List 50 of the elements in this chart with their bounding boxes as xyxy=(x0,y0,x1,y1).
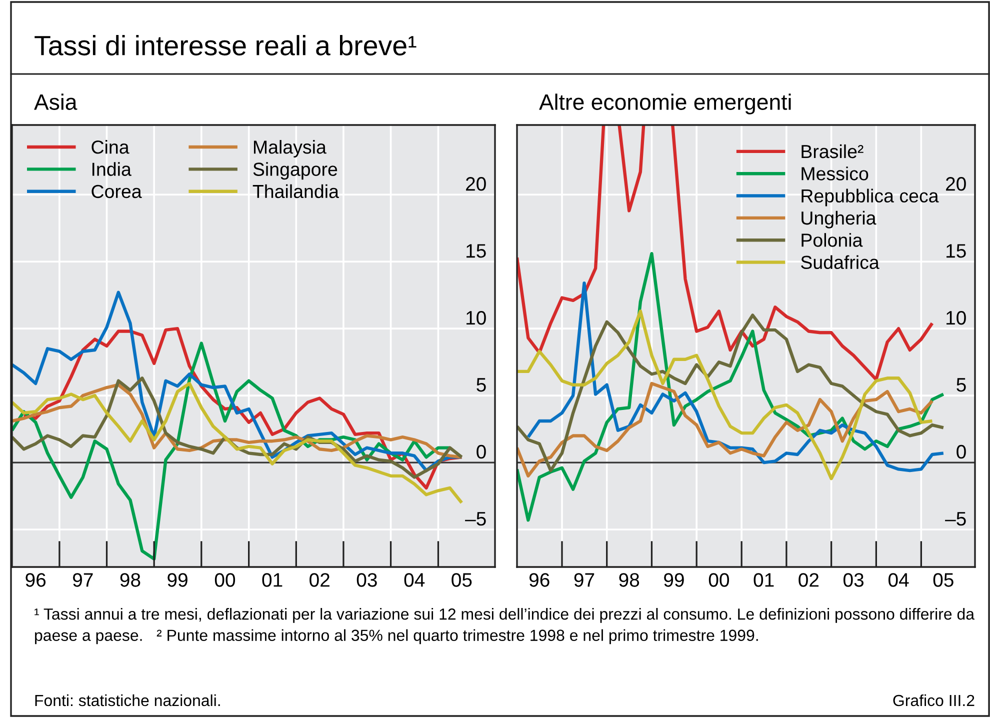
legend-label: India xyxy=(92,162,132,176)
text: ¹ Tassi annui a tre mesi, deflazionati per la variazione sui 12 mesi dell’indice dei prezzi al consumo. Le definizioni possono differire da paese a paese. ² Punte massime intorno al 35% nel quarto trimestre 1998 e nel primo trimestre 1999. xyxy=(34,608,975,644)
x-tick-label: 01 xyxy=(754,573,774,587)
x-tick-label: 04 xyxy=(888,573,909,587)
x-tick-label: 05 xyxy=(933,573,954,587)
x-tick-label: 03 xyxy=(356,573,377,587)
x-tick-label: 99 xyxy=(168,573,188,587)
x-tick-label: 97 xyxy=(73,573,93,587)
legend-label: Corea xyxy=(92,184,142,198)
y-tick-label: 10 xyxy=(946,310,966,325)
legend-label: Singapore xyxy=(253,162,338,180)
text: Fonti: statistiche nazionali. xyxy=(35,694,220,706)
x-tick-label: 96 xyxy=(529,573,550,587)
legend-label: Repubblica ceca xyxy=(802,188,939,206)
x-tick-label: 00 xyxy=(708,573,730,587)
x-tick-label: 00 xyxy=(214,573,236,587)
chart-title: Tassi di interesse reali a breve¹ xyxy=(34,35,416,56)
text: Grafico III.2 xyxy=(893,694,974,706)
legend-label: Polonia xyxy=(802,233,863,247)
x-tick-label: 98 xyxy=(619,573,640,587)
y-tick-label: 0 xyxy=(476,444,486,459)
x-tick-label: 05 xyxy=(452,573,472,587)
x-tick-label: 01 xyxy=(262,573,282,587)
x-tick-label: 02 xyxy=(798,573,819,587)
x-tick-label: 99 xyxy=(664,573,684,587)
legend-label: Sudafrica xyxy=(801,255,880,270)
legend-label: Ungheria xyxy=(802,210,876,228)
y-tick-label: 20 xyxy=(946,177,966,191)
legend-label: Thailandia xyxy=(252,184,339,198)
x-tick-label: 96 xyxy=(26,573,46,587)
legend-label: Brasile² xyxy=(802,144,864,158)
y-tick-label: 15 xyxy=(466,244,486,258)
y-tick-label: –5 xyxy=(945,512,966,526)
y-tick-label: 5 xyxy=(476,378,486,392)
legend-label: Cina xyxy=(92,140,130,154)
x-tick-label: 04 xyxy=(404,573,425,587)
y-tick-label: 0 xyxy=(956,444,966,459)
y-tick-label: 20 xyxy=(466,177,486,191)
y-tick-label: –5 xyxy=(465,512,486,526)
legend-label: Messico xyxy=(802,166,868,180)
chart-subtitle: Altre economie emergenti xyxy=(539,94,791,114)
x-tick-label: 02 xyxy=(310,573,330,587)
y-tick-label: 10 xyxy=(466,310,486,325)
y-tick-label: 5 xyxy=(956,378,966,392)
legend-label: Malaysia xyxy=(254,140,326,158)
chart-subtitle: Asia xyxy=(34,94,78,110)
x-tick-label: 03 xyxy=(844,573,864,587)
x-tick-label: 98 xyxy=(120,573,140,587)
x-tick-label: 97 xyxy=(574,573,594,587)
y-tick-label: 15 xyxy=(946,244,966,258)
